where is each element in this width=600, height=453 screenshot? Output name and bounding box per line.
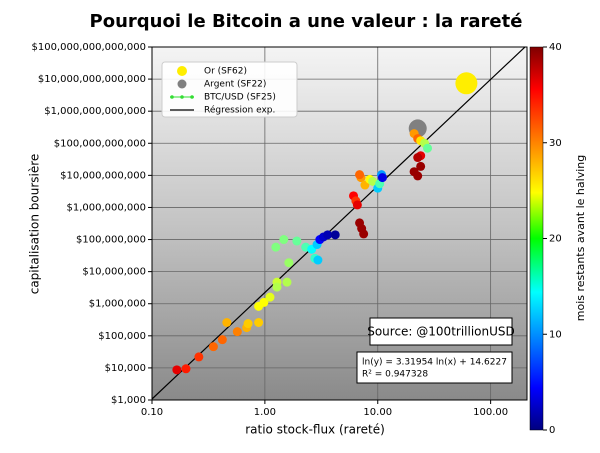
point [194,352,204,362]
point [423,143,433,153]
source-box [369,317,513,346]
source: Source: @100trillionUSD [367,325,515,339]
y-tick-label: $100,000 [98,331,146,342]
y-tick-label: $1,000,000,000 [66,202,146,213]
colorbar-label: mois restants avant le halving [574,155,587,321]
point [208,342,218,352]
x-axis-label: ratio stock-flux (rareté) [245,423,385,437]
point [368,176,378,186]
legend-box [161,61,298,118]
y-tick-label: $10,000,000,000,000 [38,74,146,85]
y-tick-label: $1,000 [111,395,146,406]
x-tick-label: 0.10 [141,407,163,418]
point [181,364,191,374]
legend-label: BTC/USD (SF25) [204,93,276,103]
legend-swatch [177,66,187,76]
y-tick-label: $1,000,000 [89,299,146,310]
legend-swatch [177,79,187,89]
r-squared: R² = 0.947328 [362,370,428,380]
regression-line [152,47,526,400]
point [359,229,369,239]
point [254,318,264,328]
legend-swatch [180,95,184,99]
grid [152,47,527,400]
y-tick-label: $1,000,000,000,000 [44,106,146,117]
legend-swatch [170,95,174,99]
y-axis-label: capitalisation boursière [28,154,42,295]
point [279,235,289,245]
point [284,258,294,268]
colorbar-tick-label: 0 [549,425,555,436]
point [377,173,387,183]
point [413,171,423,181]
point [243,319,253,329]
colorbar-tick-label: 30 [549,138,562,149]
point [355,170,365,180]
y-tick-label: $100,000,000,000 [54,138,146,149]
x-tick-label: 1.00 [254,407,276,418]
point [232,327,242,337]
point [282,277,292,287]
point [265,292,275,302]
y-tick-label: $10,000 [105,363,146,374]
point [172,365,182,375]
colorbar-tick-label: 40 [549,42,562,53]
point [217,335,227,345]
colorbar [529,46,544,431]
point [416,161,426,171]
point [455,72,478,95]
y-tick-label: $10,000,000,000 [60,170,146,181]
point [272,282,282,292]
equation: ln(y) = 3.31954 ln(x) + 14.6227 [362,358,507,368]
x-tick-label: 100.00 [473,407,508,418]
plot-frame [151,46,528,401]
equation-box [356,351,513,384]
point [271,242,281,252]
point [292,236,302,246]
point [313,255,323,265]
x-tick-label: 10.00 [363,407,392,418]
y-tick-label: $100,000,000 [76,235,146,246]
y-tick-label: $10,000,000 [82,267,146,278]
colorbar-tick-label: 20 [549,234,562,245]
legend-label: Régression exp. [204,105,275,116]
legend-label: Or (SF62) [204,67,247,77]
point [413,153,423,163]
colorbar-tick-label: 10 [549,329,562,340]
point [259,297,269,307]
point [222,318,232,328]
chart-title: Pourquoi le Bitcoin a une valeur : la ra… [90,11,523,32]
point [352,200,362,210]
point [330,230,340,240]
point [323,230,333,240]
marks [152,47,526,400]
legend-label: Argent (SF22) [204,80,266,90]
y-tick-label: $100,000,000,000,000 [31,42,146,53]
legend-swatch [190,95,194,99]
